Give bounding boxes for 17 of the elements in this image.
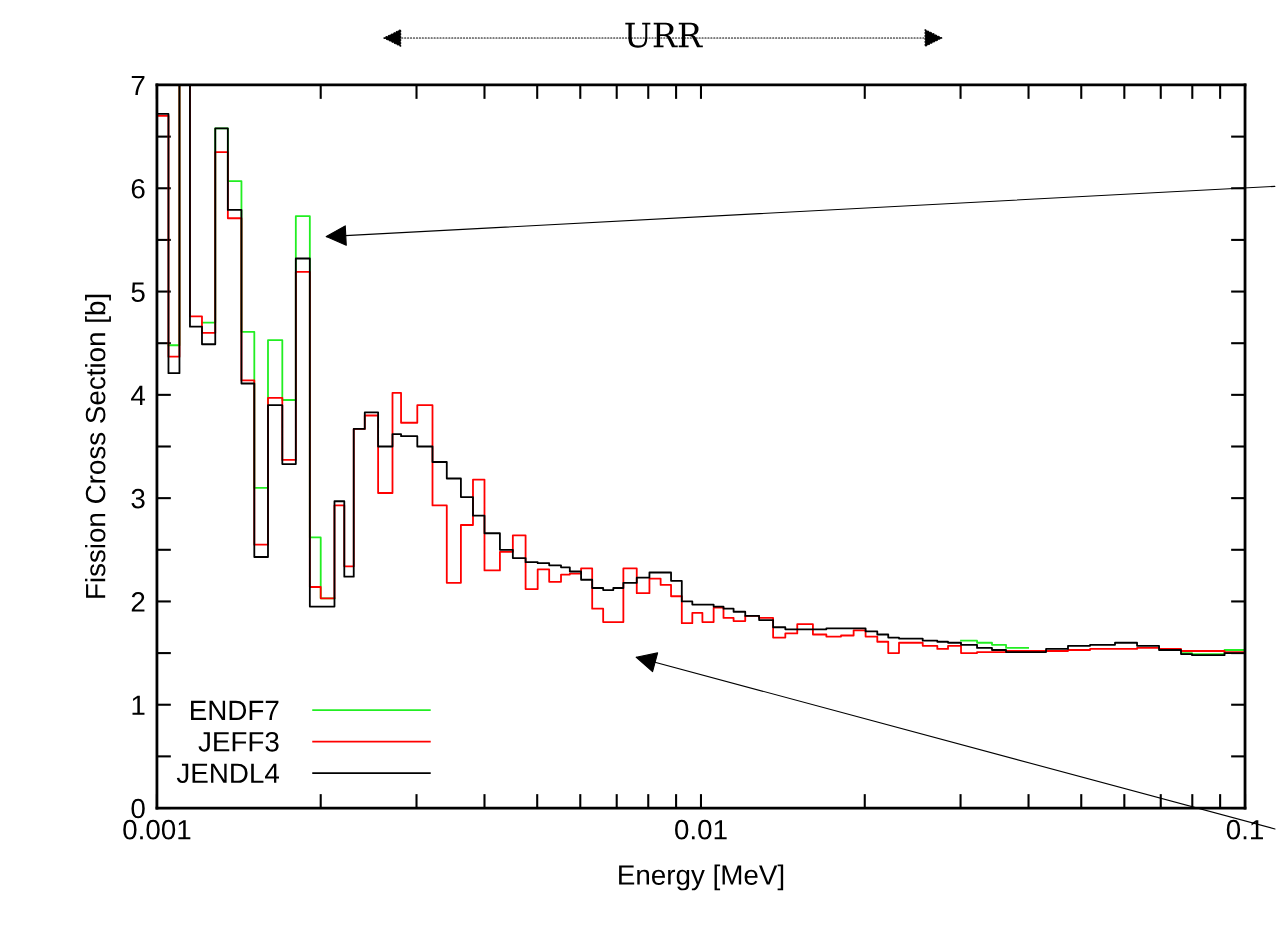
legend-label: JEFF3 [198, 731, 279, 752]
y-tick-label: 2 [131, 592, 145, 612]
legend-label: JENDL4 [176, 763, 279, 784]
y-tick-label: 1 [132, 695, 145, 715]
x-tick-label: 0.01 [675, 819, 727, 840]
y-tick-label: 3 [131, 488, 145, 509]
y-axis-title: Fission Cross Section [b] [85, 294, 111, 598]
text: URR [625, 22, 703, 48]
x-tick-label: 0.001 [123, 819, 191, 840]
y-tick-label: 5 [131, 282, 145, 302]
legend-label: ENDF7 [191, 700, 279, 720]
x-axis-title: Energy [MeV] [619, 864, 784, 891]
y-tick-label: 0 [131, 798, 145, 819]
x-tick-label: 0.1 [1226, 819, 1263, 840]
y-tick-label: 4 [131, 385, 146, 405]
y-tick-label: 7 [131, 75, 145, 96]
y-tick-label: 6 [131, 178, 145, 199]
